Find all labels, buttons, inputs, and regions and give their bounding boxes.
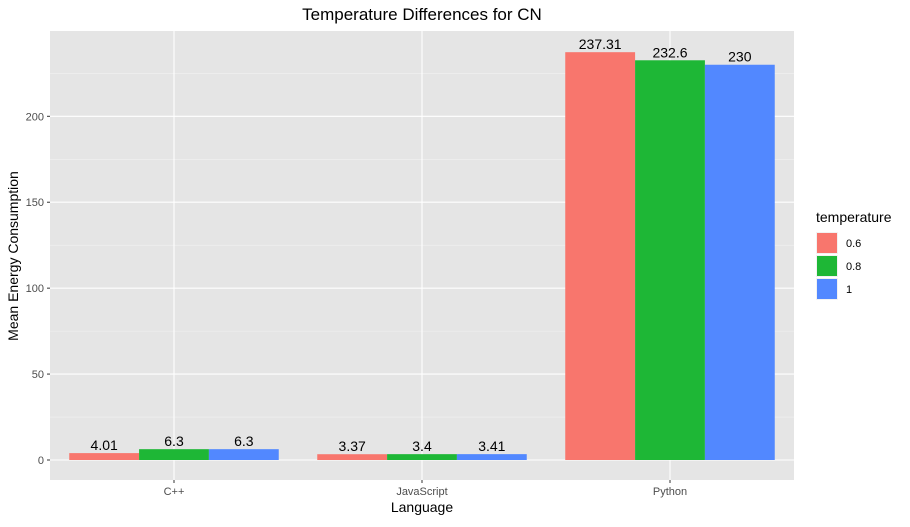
bar-c-1	[208, 449, 279, 460]
bars	[69, 52, 775, 461]
y-tick-label: 0	[38, 455, 44, 467]
bar-javascript-1	[456, 454, 527, 460]
bar-python-0_6	[565, 52, 636, 460]
data-label: 237.31	[579, 36, 622, 52]
data-label: 232.6	[652, 44, 687, 60]
legend-swatch	[817, 256, 837, 276]
legend-swatch	[817, 279, 837, 299]
legend-label: 0.6	[846, 238, 861, 250]
x-tick-label: C++	[164, 486, 185, 498]
y-tick-label: 100	[26, 283, 44, 295]
data-label: 230	[728, 49, 752, 65]
data-label: 4.01	[91, 437, 118, 453]
y-tick-label: 200	[26, 111, 44, 123]
y-tick-label: 50	[32, 369, 44, 381]
data-labels: 4.01 6.3 6.3 3.37 3.4 3.41 237.31 232.6 230	[91, 36, 752, 454]
x-tick-label: Python	[653, 486, 687, 498]
y-axis: 0 50 100 150 200	[26, 111, 50, 467]
data-label: 3.41	[478, 438, 505, 454]
bar-python-0_8	[635, 60, 705, 460]
bar-c-0_6	[69, 453, 140, 460]
data-label: 6.3	[164, 433, 184, 449]
bar-javascript-0_8	[387, 454, 457, 460]
y-tick-label: 150	[26, 197, 44, 209]
bar-c-0_8	[139, 449, 209, 460]
legend-label: 1	[846, 284, 852, 296]
data-label: 6.3	[234, 433, 254, 449]
x-axis-title: Language	[391, 499, 454, 515]
x-tick-label: JavaScript	[396, 486, 447, 498]
legend-swatch	[817, 233, 837, 253]
legend: temperature 0.6 0.8 1	[816, 209, 892, 300]
data-label: 3.4	[412, 438, 432, 454]
bar-python-1	[704, 64, 775, 461]
legend-label: 0.8	[846, 261, 861, 273]
bar-javascript-0_6	[317, 454, 388, 460]
legend-title: temperature	[816, 209, 892, 225]
chart-title: Temperature Differences for CN	[302, 5, 542, 24]
y-axis-title: Mean Energy Consumption	[5, 171, 21, 341]
data-label: 3.37	[339, 438, 366, 454]
x-axis: C++ JavaScript Python	[164, 480, 687, 498]
